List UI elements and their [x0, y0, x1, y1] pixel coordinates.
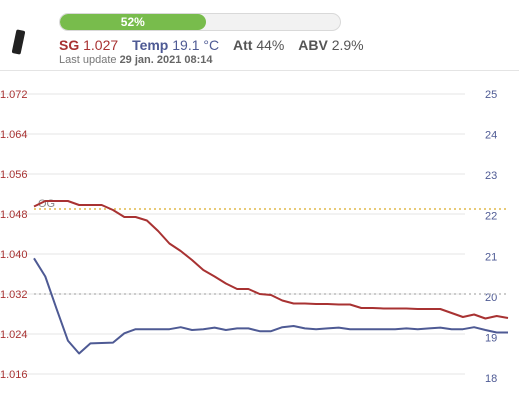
- sg-series-line: [33, 200, 509, 320]
- temp-series-line: [33, 257, 508, 355]
- chart-area: [0, 70, 519, 408]
- temp-value: 19.1 °C: [172, 37, 220, 53]
- right-tick-label: 18: [485, 373, 497, 385]
- left-tick-label: 1.072: [0, 89, 28, 101]
- left-tick-label: 1.056: [0, 169, 28, 181]
- stats-line: SG 1.027 Temp 19.1 °C Att 44% ABV 2.9%: [59, 37, 374, 53]
- left-tick-label: 1.032: [0, 289, 28, 301]
- right-tick-label: 21: [485, 251, 497, 263]
- progress-bar: 52%: [59, 13, 341, 31]
- last-update-label: Last update: [59, 54, 117, 66]
- left-tick-label: 1.024: [0, 329, 28, 341]
- right-tick-label: 22: [485, 211, 497, 223]
- att-value: 44%: [256, 37, 285, 53]
- right-tick-label: 23: [485, 170, 497, 182]
- progress-fill: 52%: [60, 14, 206, 30]
- left-tick-label: 1.064: [0, 129, 28, 141]
- left-tick-label: 1.048: [0, 209, 28, 221]
- sg-value: 1.027: [83, 37, 119, 53]
- left-tick-label: 1.016: [0, 369, 28, 381]
- left-tick-label: 1.040: [0, 249, 28, 261]
- att-label: Att: [233, 37, 253, 53]
- progress-label: 52%: [120, 15, 145, 29]
- last-update-value: 29 jan. 2021 08:14: [119, 54, 213, 66]
- right-tick-label: 20: [485, 292, 497, 304]
- right-tick-label: 25: [485, 89, 497, 101]
- right-tick-label: 24: [485, 130, 497, 142]
- abv-label: ABV: [298, 37, 328, 53]
- last-update: Last update 29 jan. 2021 08:14: [59, 54, 213, 66]
- temp-label: Temp: [132, 37, 169, 53]
- abv-value: 2.9%: [331, 37, 364, 53]
- right-tick-label: 19: [485, 332, 497, 344]
- sg-label: SG: [59, 37, 80, 53]
